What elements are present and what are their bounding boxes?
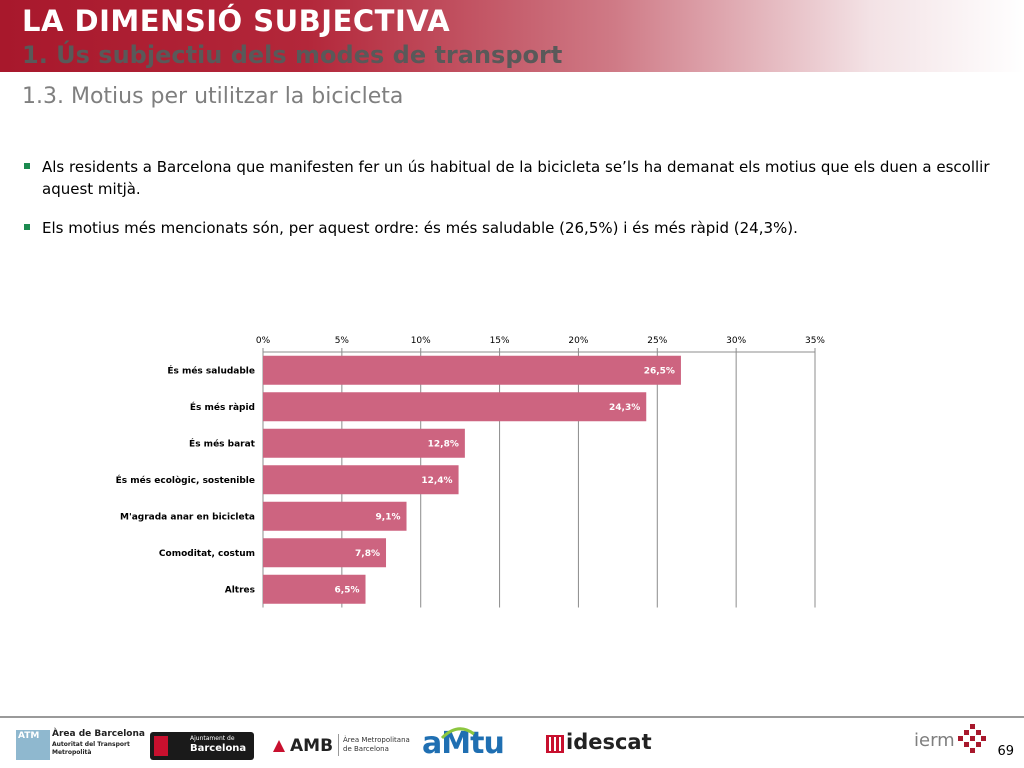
amb-logo-line1: Àrea Metropolitana bbox=[343, 736, 410, 744]
atm-logo: ATM Àrea de Barcelona Autoritat del Tran… bbox=[16, 728, 145, 764]
bullet-square-icon bbox=[24, 163, 30, 169]
idescat-logo: idescat bbox=[546, 730, 652, 758]
section-title: 1.3. Motius per utilitzar la bicicleta bbox=[22, 84, 404, 109]
x-tick-label: 35% bbox=[805, 336, 825, 346]
bar bbox=[263, 465, 459, 495]
bullet-square-icon bbox=[24, 224, 30, 230]
bar bbox=[263, 574, 366, 604]
bar bbox=[263, 392, 647, 422]
bar bbox=[263, 355, 681, 385]
bullet-item: Els motius més mencionats són, per aques… bbox=[22, 217, 992, 239]
data-label: 12,8% bbox=[428, 439, 459, 449]
page-subtitle: 1. Ús subjectiu dels modes de transport bbox=[22, 41, 563, 69]
category-label: És més saludable bbox=[167, 364, 255, 376]
idescat-mark-icon bbox=[546, 735, 564, 753]
iermb-logo-mark: ierm bbox=[914, 730, 955, 751]
category-label: Altres bbox=[225, 585, 255, 595]
atm-logo-line2: Autoritat del Transport bbox=[52, 741, 130, 748]
idescat-logo-mark: idescat bbox=[566, 730, 652, 754]
atm-logo-line1: Àrea de Barcelona bbox=[52, 729, 145, 739]
category-label: És més ecològic, sostenible bbox=[116, 474, 255, 486]
amtu-logo: aMtu bbox=[422, 726, 534, 762]
bar-chart: 0% 5% 10% 15% 20% 25% 30% 35% És més saludable 26… bbox=[116, 336, 825, 608]
category-label: M'agrada anar en bicicleta bbox=[120, 512, 255, 522]
data-label: 9,1% bbox=[376, 512, 401, 522]
amb-logo-line2: de Barcelona bbox=[343, 745, 389, 753]
footer: ATM Àrea de Barcelona Autoritat del Tran… bbox=[0, 720, 1024, 768]
iermb-logo: ierm bbox=[914, 724, 988, 758]
amb-mark-icon bbox=[273, 740, 285, 752]
ajuntament-logo: Ajuntament de Barcelona bbox=[150, 732, 254, 760]
bullet-text: Als residents a Barcelona que manifesten… bbox=[42, 158, 990, 198]
amb-divider bbox=[338, 734, 339, 756]
footer-divider bbox=[0, 716, 1024, 718]
x-tick-label: 0% bbox=[256, 336, 271, 346]
ajuntament-logo-line1: Ajuntament de bbox=[190, 735, 235, 742]
data-label: 24,3% bbox=[609, 403, 640, 413]
ajuntament-shield-icon bbox=[154, 736, 168, 756]
amb-logo-mark: AMB bbox=[290, 736, 334, 756]
x-tick-label: 10% bbox=[411, 336, 431, 346]
bar bbox=[263, 428, 465, 458]
category-label: És més barat bbox=[189, 437, 256, 449]
header-band bbox=[0, 0, 1024, 72]
page-title: LA DIMENSIÓ SUBJECTIVA bbox=[22, 4, 451, 38]
bullet-item: Als residents a Barcelona que manifesten… bbox=[22, 156, 992, 200]
x-tick-label: 15% bbox=[490, 336, 510, 346]
atm-logo-line3: Metropolità bbox=[52, 749, 92, 756]
x-tick-label: 5% bbox=[335, 336, 350, 346]
ajuntament-logo-line2: Barcelona bbox=[190, 743, 247, 754]
data-label: 12,4% bbox=[421, 476, 452, 486]
bar bbox=[263, 538, 387, 568]
amb-logo: AMB Àrea Metropolitana de Barcelona bbox=[272, 734, 410, 758]
atm-logo-mark: ATM bbox=[18, 731, 40, 741]
amtu-logo-mark: aMtu bbox=[422, 726, 505, 761]
bullet-list: Als residents a Barcelona que manifesten… bbox=[22, 156, 992, 256]
category-label: És més ràpid bbox=[190, 401, 255, 413]
bar bbox=[263, 501, 407, 531]
amtu-swoosh-icon bbox=[440, 727, 475, 740]
iermb-pixel-icon bbox=[958, 724, 986, 753]
x-tick-label: 30% bbox=[726, 336, 746, 346]
data-label: 7,8% bbox=[355, 549, 380, 559]
data-label: 26,5% bbox=[644, 366, 675, 376]
bullet-text: Els motius més mencionats són, per aques… bbox=[42, 219, 798, 237]
data-label: 6,5% bbox=[335, 585, 360, 595]
x-tick-label: 20% bbox=[568, 336, 588, 346]
x-tick-label: 25% bbox=[647, 336, 667, 346]
atm-logo-block bbox=[16, 730, 50, 760]
page-number: 69 bbox=[997, 744, 1014, 759]
category-label: Comoditat, costum bbox=[159, 549, 255, 559]
